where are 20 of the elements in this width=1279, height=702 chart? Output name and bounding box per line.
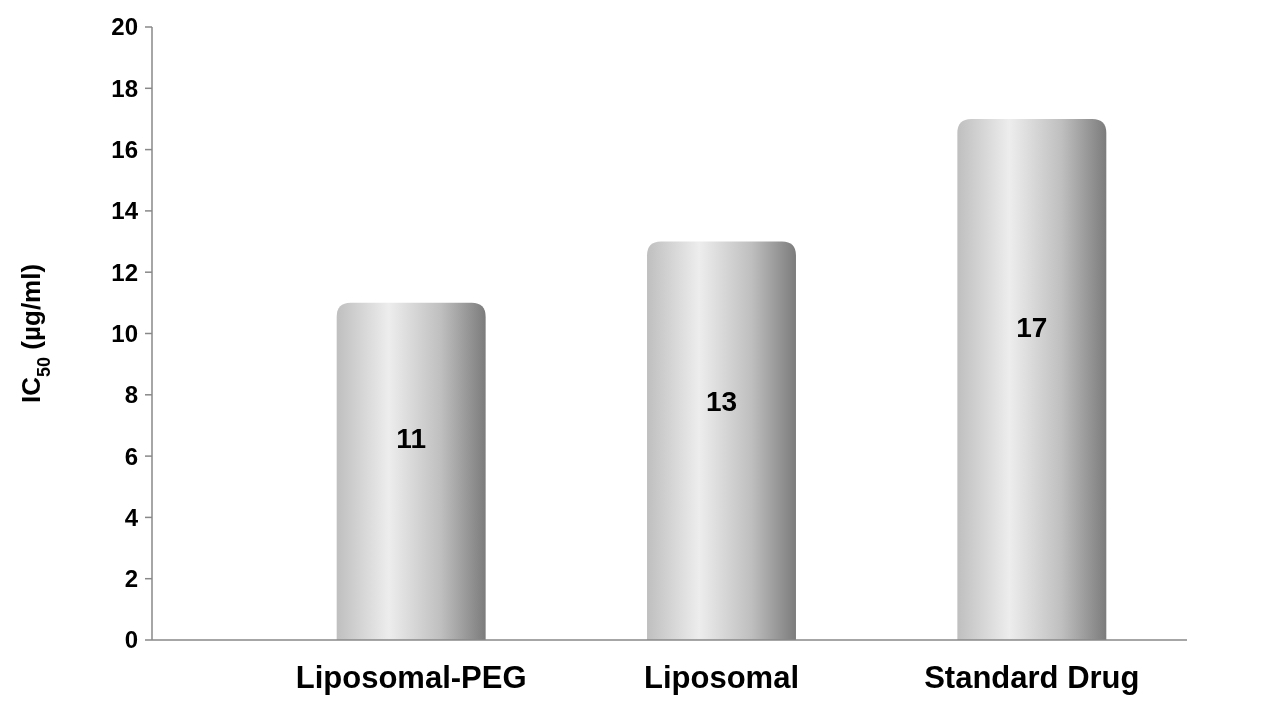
y-tick-label: 12 [111, 258, 138, 286]
y-tick-label: 4 [124, 503, 139, 531]
bar [647, 241, 796, 640]
bar [957, 118, 1107, 640]
y-tick-label: 20 [111, 13, 138, 41]
y-tick-label: 10 [111, 319, 138, 347]
x-tick-label: Liposomal-PEG [295, 660, 527, 695]
y-tick-label: 14 [111, 197, 139, 225]
data-label: 13 [705, 385, 738, 417]
x-tick-label: Standard Drug [924, 660, 1140, 695]
y-tick-label: 16 [111, 136, 138, 163]
bar [336, 302, 486, 640]
data-label: 11 [396, 422, 426, 454]
y-tick-label: 8 [124, 381, 138, 409]
y-tick-label: 2 [124, 565, 138, 593]
y-tick-label: 18 [111, 74, 138, 102]
x-tick-label: Liposomal [643, 660, 800, 695]
y-tick-label: 6 [124, 442, 138, 470]
y-tick-label: 0 [124, 626, 138, 654]
data-label: 17 [1016, 312, 1048, 344]
